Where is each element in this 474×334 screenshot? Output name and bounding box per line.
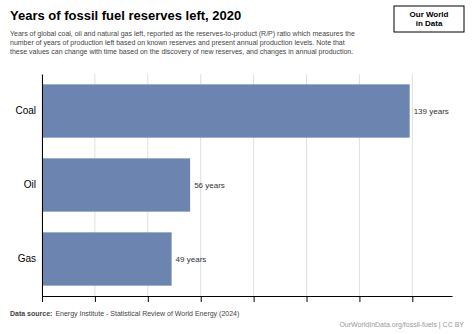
logo-box bbox=[394, 6, 464, 32]
x-tick bbox=[95, 296, 96, 302]
source-text: Energy Institute - Statistical Review of… bbox=[55, 310, 239, 318]
subtitle-line: these values can change with time based … bbox=[10, 48, 353, 56]
y-tick-label: Coal bbox=[15, 105, 36, 116]
x-tick-mark bbox=[42, 296, 43, 302]
source: Data source:Energy Institute - Statistic… bbox=[10, 310, 239, 318]
x-tick bbox=[148, 296, 149, 302]
y-axis: Coal Oil Gas bbox=[15, 75, 42, 297]
bar bbox=[42, 158, 190, 211]
logo-text: Our World bbox=[410, 10, 449, 19]
bar bbox=[42, 84, 410, 137]
title: Years of fossil fuel reserves left, 2020 bbox=[10, 8, 241, 23]
x-tick bbox=[201, 296, 202, 302]
grid-line bbox=[412, 74, 413, 296]
data-label: 139 years bbox=[414, 107, 449, 116]
logo-text: in Data bbox=[416, 19, 443, 28]
x-tick-mark bbox=[254, 296, 255, 302]
source-label: Data source: bbox=[10, 310, 52, 317]
y-axis-line bbox=[42, 75, 43, 297]
x-tick bbox=[307, 296, 308, 302]
x-axis bbox=[43, 296, 453, 302]
x-tick-mark bbox=[412, 296, 413, 302]
chart: Years of fossil fuel reserves left, 2020… bbox=[0, 0, 474, 334]
x-tick-mark bbox=[359, 296, 360, 302]
bars bbox=[42, 84, 410, 285]
x-tick-mark bbox=[307, 296, 308, 302]
data-label: 49 years bbox=[176, 255, 207, 264]
data-label: 56 years bbox=[194, 181, 225, 190]
bar bbox=[42, 232, 172, 285]
x-tick bbox=[254, 296, 255, 302]
subtitle: Years of global coal, oil and natural ga… bbox=[10, 30, 355, 56]
data-labels: 139 years 56 years 49 years bbox=[176, 107, 449, 264]
subtitle-line: Years of global coal, oil and natural ga… bbox=[10, 30, 355, 38]
y-tick-label: Oil bbox=[24, 179, 36, 190]
x-tick bbox=[412, 296, 413, 302]
grid bbox=[42, 74, 412, 296]
credit: OurWorldInData.org/fossil-fuels | CC BY bbox=[339, 321, 464, 329]
grid-line bbox=[42, 74, 43, 296]
y-tick-label: Gas bbox=[18, 253, 36, 264]
x-tick bbox=[359, 296, 360, 302]
y-tick: Gas bbox=[18, 253, 42, 264]
x-tick-mark bbox=[201, 296, 202, 302]
y-tick: Oil bbox=[24, 179, 42, 190]
x-axis-line bbox=[43, 296, 453, 297]
x-tick bbox=[42, 296, 43, 302]
subtitle-line: number of years of production left based… bbox=[10, 39, 345, 47]
y-tick: Coal bbox=[15, 105, 42, 116]
x-tick-mark bbox=[95, 296, 96, 302]
plot: 139 years 56 years 49 years Coal Oil Gas bbox=[15, 74, 452, 302]
logo: Our Worldin Data bbox=[394, 6, 464, 32]
x-tick-mark bbox=[148, 296, 149, 302]
